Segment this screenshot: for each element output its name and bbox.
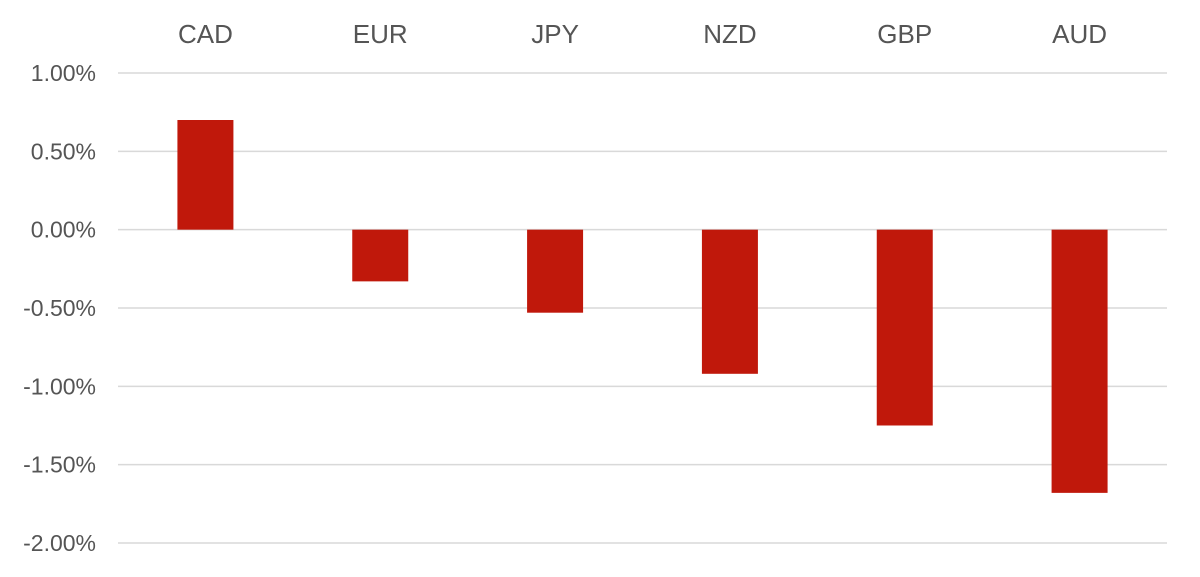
- category-label-eur: EUR: [353, 19, 408, 49]
- bar-jpy: [527, 229, 584, 313]
- category-label-gbp: GBP: [877, 19, 932, 49]
- bar-gbp: [876, 229, 933, 426]
- category-label-nzd: NZD: [703, 19, 756, 49]
- y-tick-label: -1.00%: [23, 373, 96, 399]
- gridlines: [118, 72, 1167, 544]
- y-tick-label: 0.00%: [31, 217, 96, 243]
- y-tick-label: 0.50%: [31, 138, 96, 164]
- category-label-jpy: JPY: [531, 19, 579, 49]
- bar-nzd: [701, 229, 758, 374]
- y-tick-label: -0.50%: [23, 295, 96, 321]
- category-label-aud: AUD: [1052, 19, 1107, 49]
- bars: [177, 120, 1108, 493]
- bar-cad: [177, 120, 234, 230]
- y-tick-label: 1.00%: [31, 60, 96, 86]
- bar-aud: [1051, 229, 1108, 493]
- y-tick-label: -1.50%: [23, 452, 96, 478]
- y-axis-ticks: 1.00% 0.50% 0.00% -0.50% -1.00% -1.50% -2.00%: [23, 60, 96, 556]
- bar-eur: [352, 229, 409, 282]
- y-tick-label: -2.00%: [23, 530, 96, 556]
- category-labels: CAD EUR JPY NZD GBP AUD: [178, 19, 1107, 49]
- category-label-cad: CAD: [178, 19, 233, 49]
